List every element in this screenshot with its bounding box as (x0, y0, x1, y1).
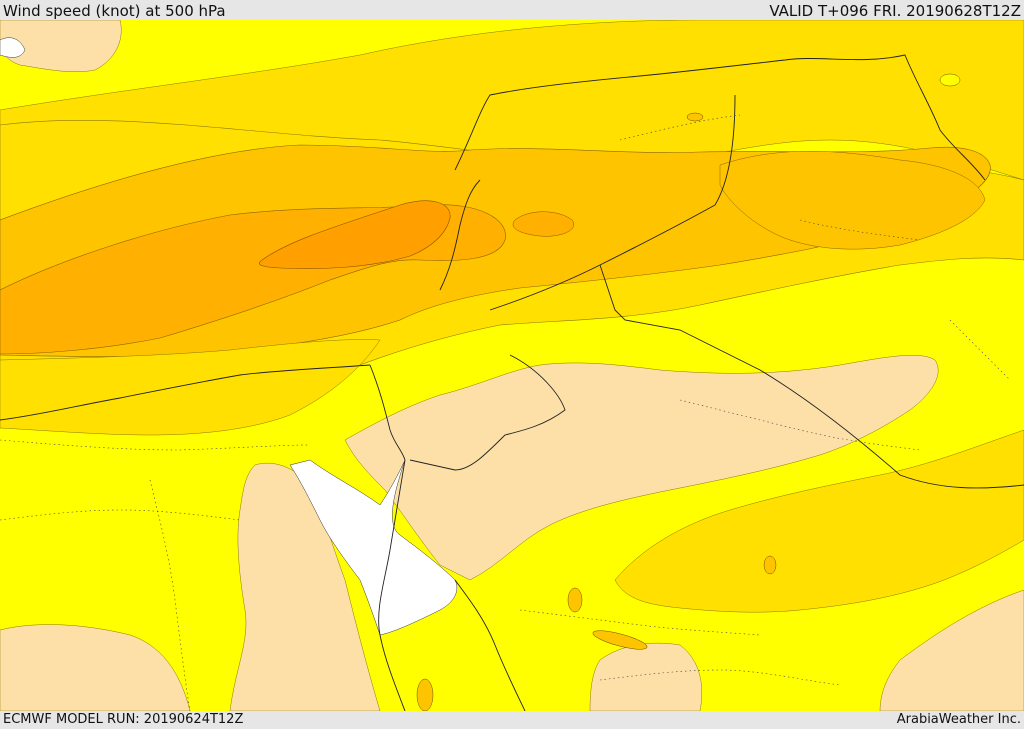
island-shape (416, 678, 434, 711)
model-run-label: ECMWF MODEL RUN: 20190624T12Z (3, 712, 244, 727)
east-band (719, 151, 986, 250)
border-line (409, 354, 566, 471)
boundary-lines (0, 54, 1024, 711)
internal-border-line (619, 114, 741, 141)
internal-boundary-lines (0, 114, 1011, 711)
border-line (454, 54, 986, 181)
border-line (0, 364, 371, 421)
map-title: Wind speed (knot) at 500 hPa (3, 2, 226, 20)
central-calm-region (344, 355, 939, 581)
internal-border-line (149, 479, 191, 711)
southwest-mid-band (0, 339, 381, 436)
masked-sea-region (289, 459, 458, 636)
internal-border-line (519, 609, 761, 636)
small-features (416, 73, 961, 711)
jet-band-maximum (259, 200, 451, 269)
island-shape (567, 587, 583, 613)
border-line (378, 459, 406, 711)
provider-label: ArabiaWeather Inc. (896, 712, 1021, 727)
border-line (369, 364, 406, 461)
internal-border-line (0, 509, 241, 521)
jet-band-maximum-east (512, 211, 574, 237)
border-line (454, 579, 526, 711)
footer-bar: ECMWF MODEL RUN: 20190624T12Z ArabiaWeat… (0, 711, 1024, 729)
wind-speed-map[interactable] (0, 20, 1024, 711)
south-calm-region (0, 624, 191, 711)
internal-border-line (679, 399, 921, 451)
island-shape (939, 73, 961, 87)
internal-border-line (799, 219, 921, 241)
island-shape (763, 555, 777, 575)
mask-northwest-coast (0, 37, 26, 58)
border-line (489, 94, 736, 311)
border-line (439, 179, 481, 291)
valid-time-label: VALID T+096 FRI. 20190628T12Z (769, 2, 1021, 20)
island-shape (592, 630, 648, 650)
border-line (599, 264, 1024, 489)
southeast-mid-band (614, 429, 1024, 613)
island-shape (686, 112, 704, 122)
internal-border-line (0, 439, 311, 451)
header-bar: Wind speed (knot) at 500 hPa VALID T+096… (0, 2, 1024, 22)
